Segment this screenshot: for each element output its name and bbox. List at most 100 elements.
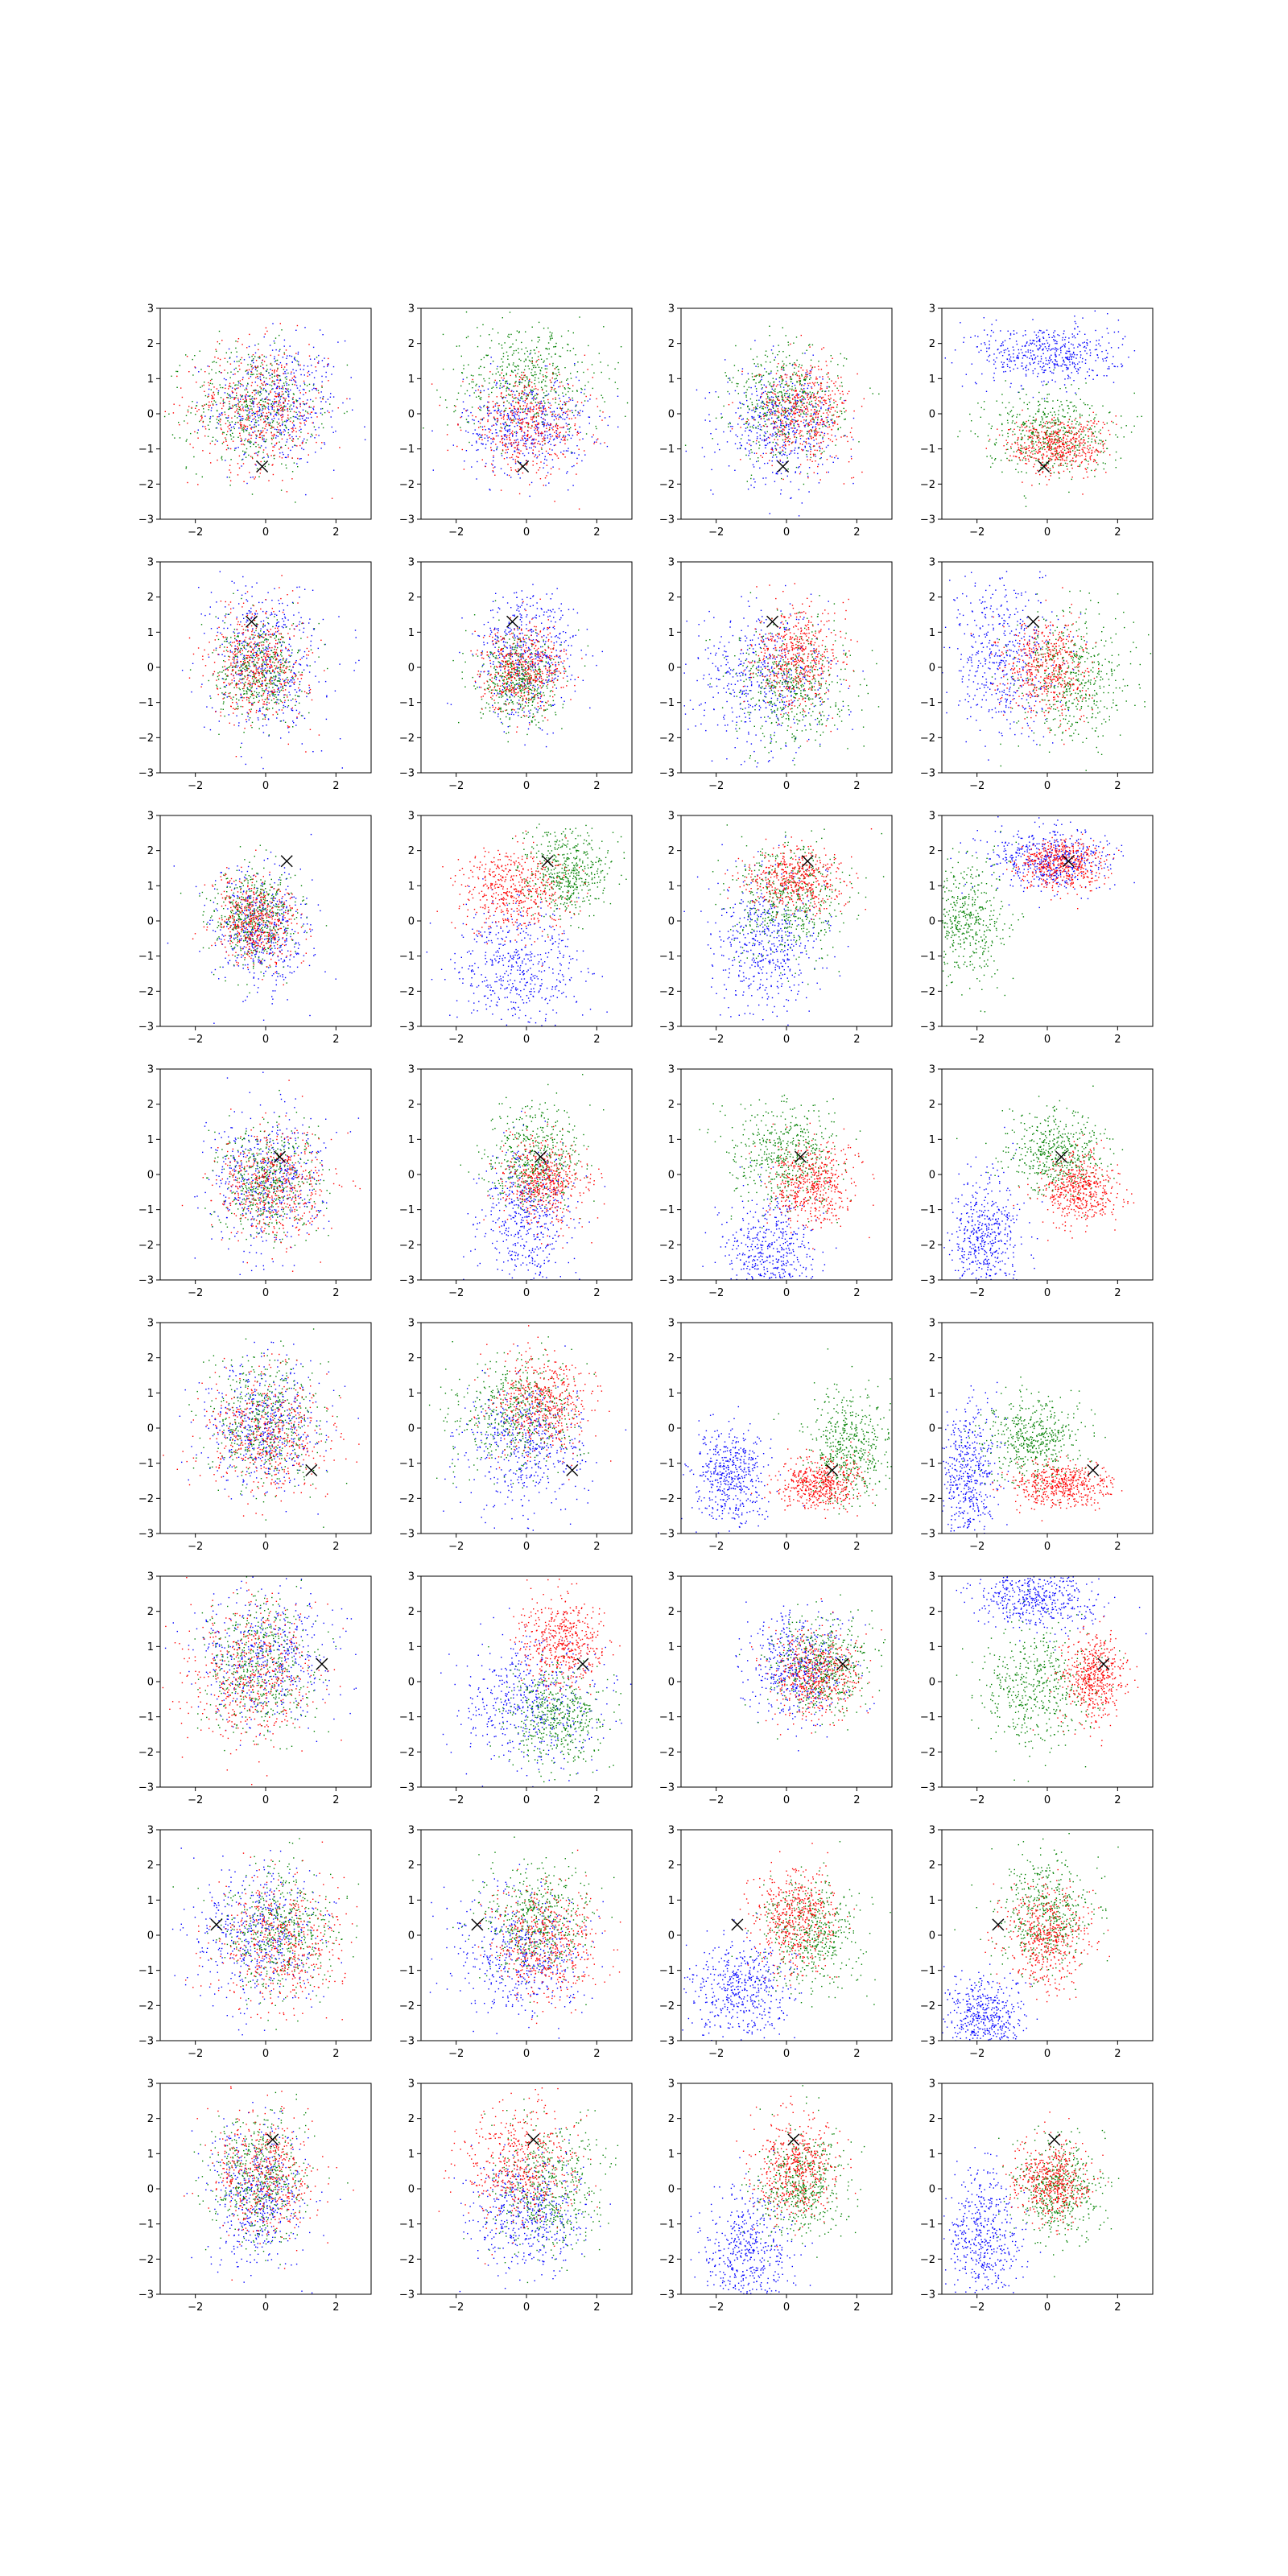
data-point	[828, 409, 829, 411]
data-point	[775, 395, 777, 397]
data-point	[486, 355, 488, 357]
data-point	[792, 405, 794, 407]
data-point	[296, 445, 298, 447]
data-point	[516, 330, 518, 332]
data-point	[1084, 341, 1085, 343]
data-point	[514, 463, 517, 464]
data-point	[262, 400, 264, 402]
x-marker	[517, 460, 530, 473]
data-point	[759, 416, 761, 418]
data-point	[277, 377, 279, 378]
data-point	[505, 434, 506, 436]
data-point	[804, 383, 806, 385]
data-point	[553, 384, 555, 386]
data-point	[174, 437, 175, 439]
data-point	[431, 383, 433, 385]
data-point	[272, 323, 274, 324]
data-point	[564, 404, 567, 406]
data-point	[310, 398, 312, 401]
data-point	[507, 448, 509, 450]
data-point	[492, 328, 493, 330]
data-point	[790, 412, 791, 415]
data-point	[300, 428, 302, 430]
data-point	[271, 435, 273, 436]
data-point	[1017, 367, 1018, 369]
data-point	[285, 464, 287, 466]
data-point	[760, 455, 762, 456]
data-point	[785, 392, 786, 394]
data-point	[1054, 336, 1055, 338]
data-point	[751, 410, 753, 411]
data-point	[812, 453, 815, 455]
data-point	[472, 419, 473, 421]
data-point	[255, 367, 258, 369]
data-point	[531, 374, 533, 376]
data-point	[1026, 341, 1028, 343]
data-point	[295, 382, 297, 383]
data-point	[233, 397, 235, 398]
data-point	[1107, 313, 1108, 315]
data-point	[526, 413, 528, 415]
data-point	[767, 410, 770, 411]
data-point	[236, 351, 237, 353]
data-point	[1027, 351, 1029, 353]
data-point	[773, 454, 774, 456]
data-point	[259, 434, 261, 436]
data-point	[837, 428, 839, 431]
data-point	[821, 448, 824, 450]
data-point	[814, 433, 815, 436]
data-point	[791, 408, 793, 410]
data-point	[840, 397, 842, 398]
data-point	[235, 347, 237, 349]
data-point	[801, 411, 803, 413]
data-point	[788, 444, 790, 446]
data-point	[279, 379, 282, 382]
data-point	[544, 402, 546, 404]
data-point	[544, 407, 546, 410]
data-point	[816, 378, 818, 380]
data-point	[1102, 358, 1104, 360]
data-point	[535, 427, 537, 430]
data-point	[588, 416, 589, 418]
data-point	[566, 416, 568, 419]
data-point	[1001, 343, 1003, 345]
data-point	[246, 403, 248, 406]
data-point	[475, 416, 477, 418]
data-point	[797, 400, 799, 402]
data-point	[556, 427, 558, 429]
data-point	[513, 412, 514, 414]
data-point	[993, 377, 994, 378]
data-point	[243, 428, 245, 430]
data-point	[526, 435, 529, 436]
data-point	[803, 379, 805, 381]
data-point	[530, 391, 532, 393]
data-point	[538, 427, 539, 429]
data-point	[179, 424, 180, 426]
data-point	[794, 407, 795, 409]
data-point	[806, 443, 807, 444]
data-point	[763, 412, 766, 414]
y-tick-label: −2	[399, 479, 415, 491]
data-point	[230, 459, 232, 460]
data-point	[239, 432, 241, 434]
data-point	[778, 416, 780, 418]
data-point	[208, 365, 210, 368]
data-point	[820, 419, 822, 421]
data-point	[798, 397, 799, 398]
data-point	[283, 382, 285, 384]
data-point	[1107, 368, 1108, 369]
data-point	[254, 365, 256, 367]
data-point	[432, 469, 434, 471]
data-point	[777, 398, 778, 401]
data-point	[352, 409, 353, 411]
data-point	[775, 436, 777, 438]
data-point	[295, 359, 296, 361]
data-point	[293, 411, 295, 413]
data-point	[1033, 362, 1034, 364]
data-point	[253, 361, 254, 364]
data-point	[515, 374, 517, 376]
data-point	[786, 382, 787, 384]
data-point	[753, 466, 755, 468]
data-point	[568, 397, 570, 398]
data-point	[185, 440, 187, 442]
